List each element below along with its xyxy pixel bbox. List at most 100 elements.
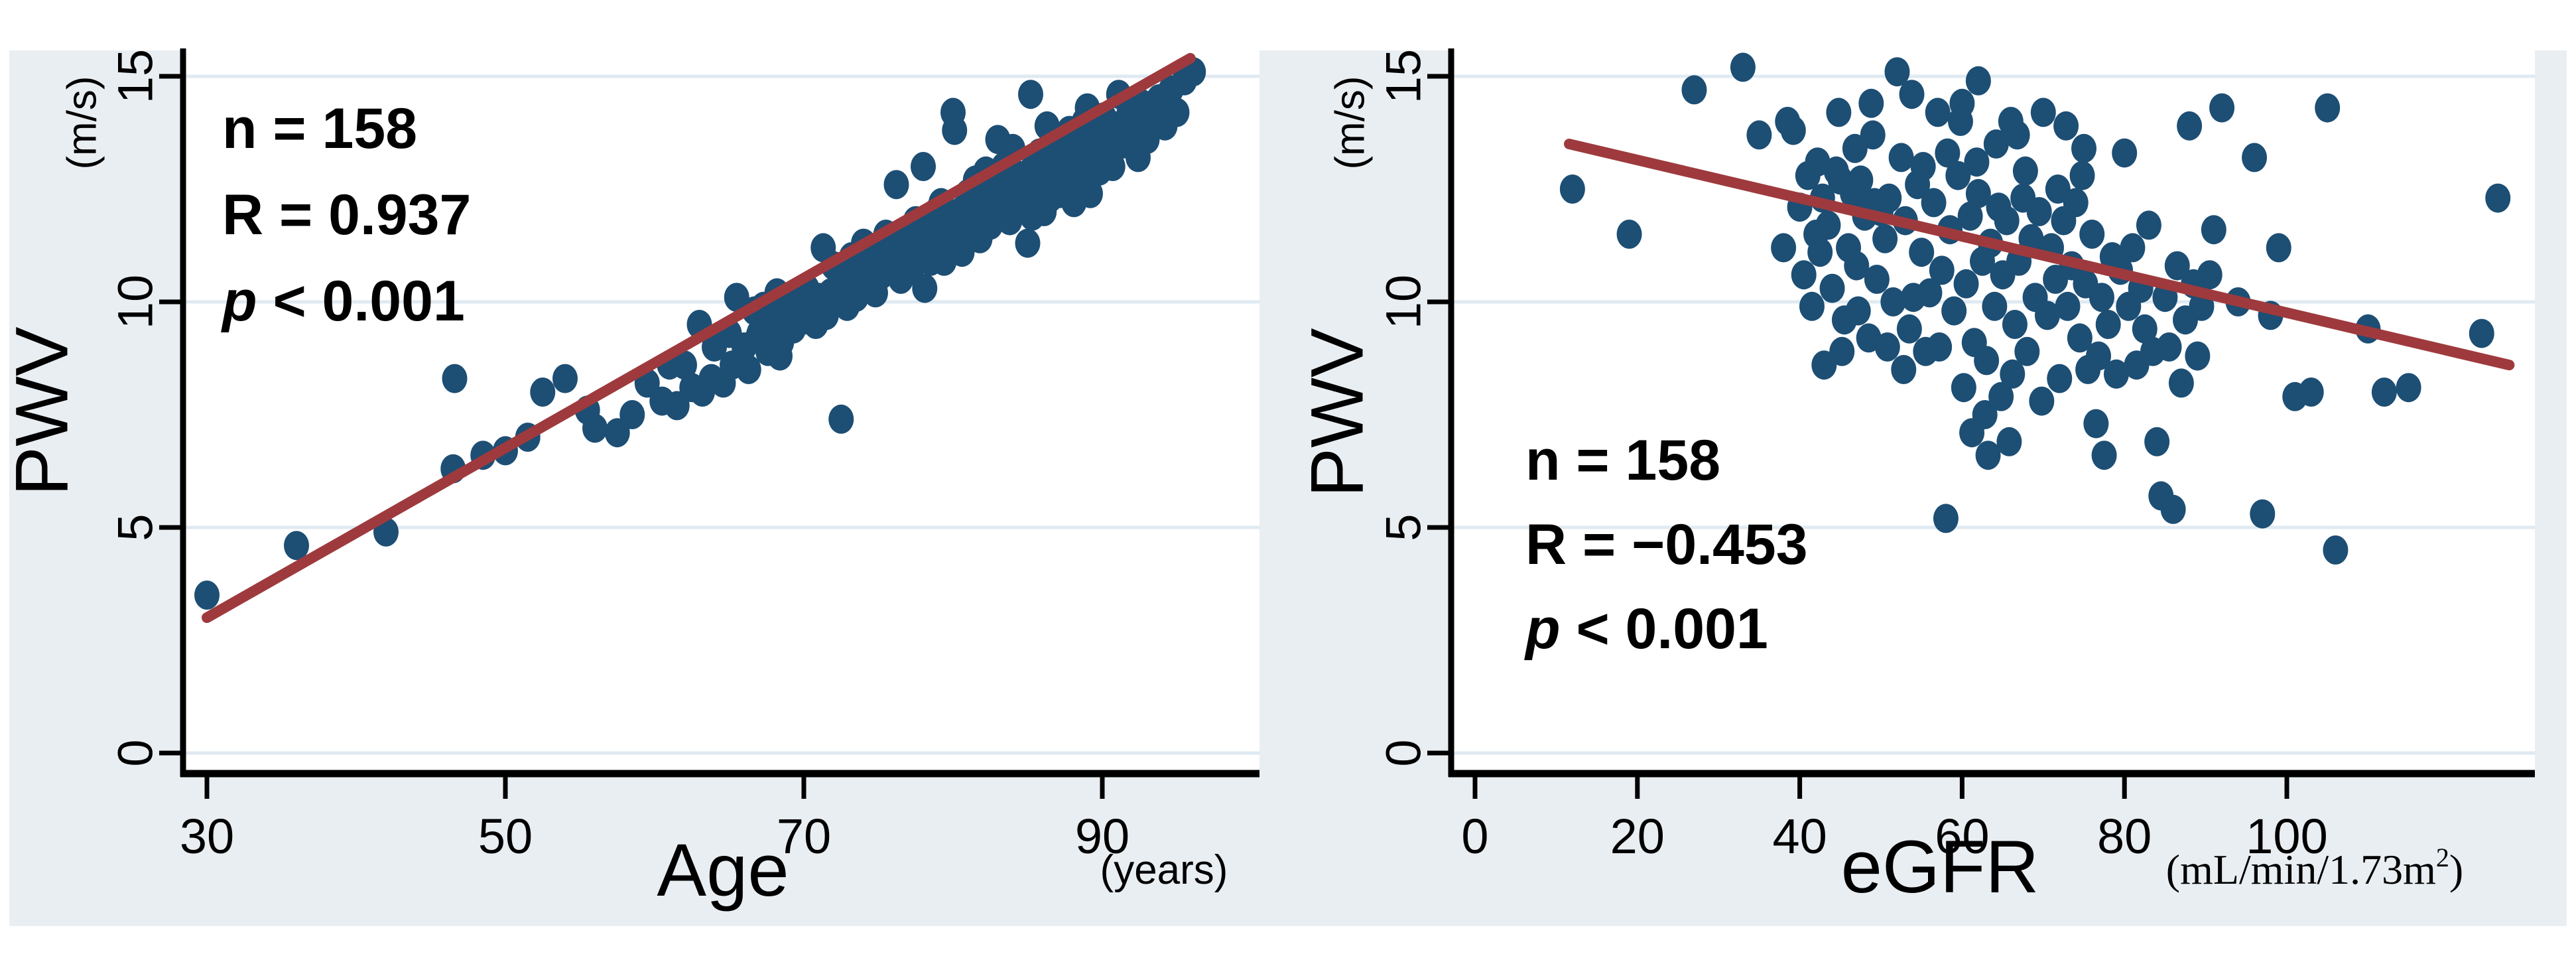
annotation-n: n = 158 (222, 97, 417, 161)
x-tick-label: 50 (478, 809, 533, 864)
data-point (1964, 147, 1990, 177)
data-point (1896, 314, 1922, 344)
data-point (1909, 238, 1935, 267)
data-point (2209, 93, 2235, 123)
data-point (1681, 75, 1707, 105)
x-tick-label: 70 (777, 809, 831, 864)
data-point (2083, 409, 2109, 439)
data-point (1811, 350, 1837, 380)
data-point (1941, 296, 1967, 326)
data-point (961, 188, 987, 218)
data-point (736, 355, 761, 384)
y-axis-title: PWV (1296, 328, 1379, 497)
data-point (1845, 296, 1871, 326)
x-tick-label: 0 (1461, 809, 1488, 864)
data-point (1771, 233, 1797, 263)
y-tick-label: 10 (108, 275, 163, 329)
data-point (2177, 111, 2203, 141)
y-axis-unit: (m/s) (59, 76, 105, 169)
data-point (1126, 143, 1151, 172)
data-point (1994, 206, 2020, 236)
data-point (767, 341, 793, 371)
y-tick-label: 5 (108, 514, 163, 541)
data-point (1988, 381, 2014, 411)
y-axis-unit: (m/s) (1327, 76, 1373, 169)
x-tick-label: 30 (180, 809, 234, 864)
data-point (1015, 228, 1041, 258)
data-point (2132, 314, 2157, 344)
regression-line (1563, 139, 2515, 371)
data-point (2000, 359, 2026, 389)
y-tick-label: 0 (108, 739, 163, 766)
data-point (2371, 378, 2397, 407)
data-point (1888, 143, 1914, 172)
x-tick-label: 100 (2246, 809, 2327, 864)
data-point (1844, 251, 1870, 281)
data-point (284, 531, 309, 561)
data-point (1805, 147, 1831, 177)
data-point (1957, 201, 1983, 231)
y-tick-label: 15 (108, 49, 163, 103)
data-point (2079, 220, 2105, 249)
x-axis-title: Age (657, 829, 789, 912)
data-point (828, 404, 854, 434)
data-point (1819, 273, 1845, 303)
y-tick-label: 10 (1376, 275, 1431, 329)
data-point (1807, 238, 1833, 267)
data-point (2029, 386, 2055, 416)
data-point (1872, 224, 1898, 253)
data-point (1891, 355, 1917, 384)
data-point (942, 115, 968, 145)
data-point (2242, 143, 2268, 172)
data-point (1983, 129, 2009, 159)
data-point (1864, 265, 1890, 294)
data-point (2045, 174, 2071, 204)
data-point (1951, 373, 1976, 403)
data-point (2067, 323, 2093, 353)
y-axis-title: PWV (1, 326, 84, 496)
data-point (1829, 336, 1855, 366)
data-point (1858, 88, 1884, 118)
data-point (2164, 251, 2190, 281)
data-point (2144, 427, 2170, 456)
data-point (194, 581, 220, 610)
y-tick-label: 15 (1376, 49, 1431, 103)
data-point (2095, 310, 2121, 339)
data-point (1927, 332, 1953, 362)
data-point (1880, 287, 1906, 316)
data-point (1815, 210, 1841, 240)
data-point (2315, 93, 2341, 123)
data-point (2063, 188, 2089, 218)
data-point (931, 246, 957, 276)
data-point (2069, 161, 2095, 190)
data-point (1953, 269, 1979, 299)
y-tick-label: 5 (1376, 514, 1431, 541)
data-point (2026, 197, 2052, 226)
data-point (2091, 441, 2117, 470)
data-point (1149, 93, 1175, 123)
data-point (2120, 233, 2146, 263)
data-point (1046, 178, 1072, 208)
data-point (2055, 291, 2081, 321)
data-point (912, 273, 938, 303)
x-tick-label: 20 (1610, 809, 1665, 864)
data-point (664, 391, 690, 421)
data-point (1925, 98, 1951, 127)
scatter-panel-age: 0 5 10 15 30 50 70 90 Age (years) PWV (m/s) n = 158 R… (1, 48, 1259, 912)
data-point (1933, 504, 1959, 533)
data-point (1965, 66, 1991, 96)
data-point (2034, 301, 2060, 330)
data-point (1975, 441, 2001, 470)
data-point (1840, 178, 1866, 208)
data-point (1559, 174, 1585, 204)
data-point (1965, 178, 1991, 208)
data-point (1018, 80, 1043, 109)
data-point (604, 418, 630, 448)
data-point (2071, 133, 2096, 163)
data-point (1974, 346, 2000, 376)
data-point (1929, 255, 1955, 285)
data-point (2014, 336, 2040, 366)
data-point (1780, 115, 1806, 145)
